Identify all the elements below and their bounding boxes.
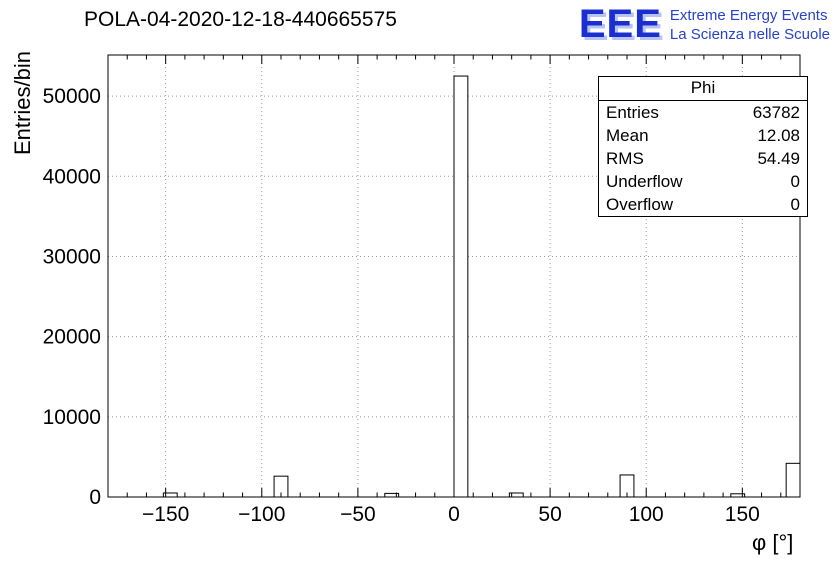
svg-text:50000: 50000 bbox=[43, 85, 101, 108]
svg-text:0: 0 bbox=[89, 486, 101, 509]
stats-row-overflow: Overflow 0 bbox=[599, 193, 807, 216]
svg-text:−50: −50 bbox=[340, 503, 376, 526]
stats-label: Underflow bbox=[606, 172, 683, 191]
stats-value: 0 bbox=[790, 172, 800, 191]
svg-text:150: 150 bbox=[725, 503, 760, 526]
svg-text:−100: −100 bbox=[238, 503, 285, 526]
stats-label: RMS bbox=[606, 149, 644, 168]
eee-logo-text: Extreme Energy Events La Scienza nelle S… bbox=[670, 4, 830, 44]
eee-logo-letters: EEE bbox=[578, 2, 662, 46]
stats-row-mean: Mean 12.08 bbox=[599, 124, 807, 147]
svg-text:0: 0 bbox=[448, 503, 460, 526]
stats-row-entries: Entries 63782 bbox=[599, 101, 807, 124]
stats-value: 63782 bbox=[752, 103, 800, 122]
plot-title: POLA-04-2020-12-18-440665575 bbox=[84, 8, 397, 31]
stats-label: Mean bbox=[606, 126, 649, 145]
stats-label: Overflow bbox=[606, 195, 674, 214]
stats-value: 54.49 bbox=[757, 149, 800, 168]
svg-text:100: 100 bbox=[629, 503, 664, 526]
svg-text:20000: 20000 bbox=[43, 326, 101, 349]
stats-row-underflow: Underflow 0 bbox=[599, 170, 807, 193]
stats-row-rms: RMS 54.49 bbox=[599, 147, 807, 170]
svg-text:10000: 10000 bbox=[43, 406, 101, 429]
stats-box: Phi Entries 63782 Mean 12.08 RMS 54.49 U… bbox=[598, 76, 808, 217]
stats-label: Entries bbox=[606, 103, 659, 122]
svg-text:−150: −150 bbox=[142, 503, 189, 526]
stats-value: 0 bbox=[790, 195, 800, 214]
stats-box-title: Phi bbox=[599, 77, 807, 101]
x-axis-title: φ [°] bbox=[752, 530, 794, 555]
y-axis-title: Entries/bin bbox=[10, 51, 35, 155]
eee-logo: EEE Extreme Energy Events La Scienza nel… bbox=[579, 4, 830, 44]
svg-text:40000: 40000 bbox=[43, 165, 101, 188]
eee-logo-line2: La Scienza nelle Scuole bbox=[669, 26, 830, 43]
svg-text:50: 50 bbox=[538, 503, 561, 526]
svg-text:30000: 30000 bbox=[43, 245, 101, 268]
eee-logo-line1: Extreme Energy Events bbox=[669, 7, 828, 24]
stats-value: 12.08 bbox=[757, 126, 800, 145]
